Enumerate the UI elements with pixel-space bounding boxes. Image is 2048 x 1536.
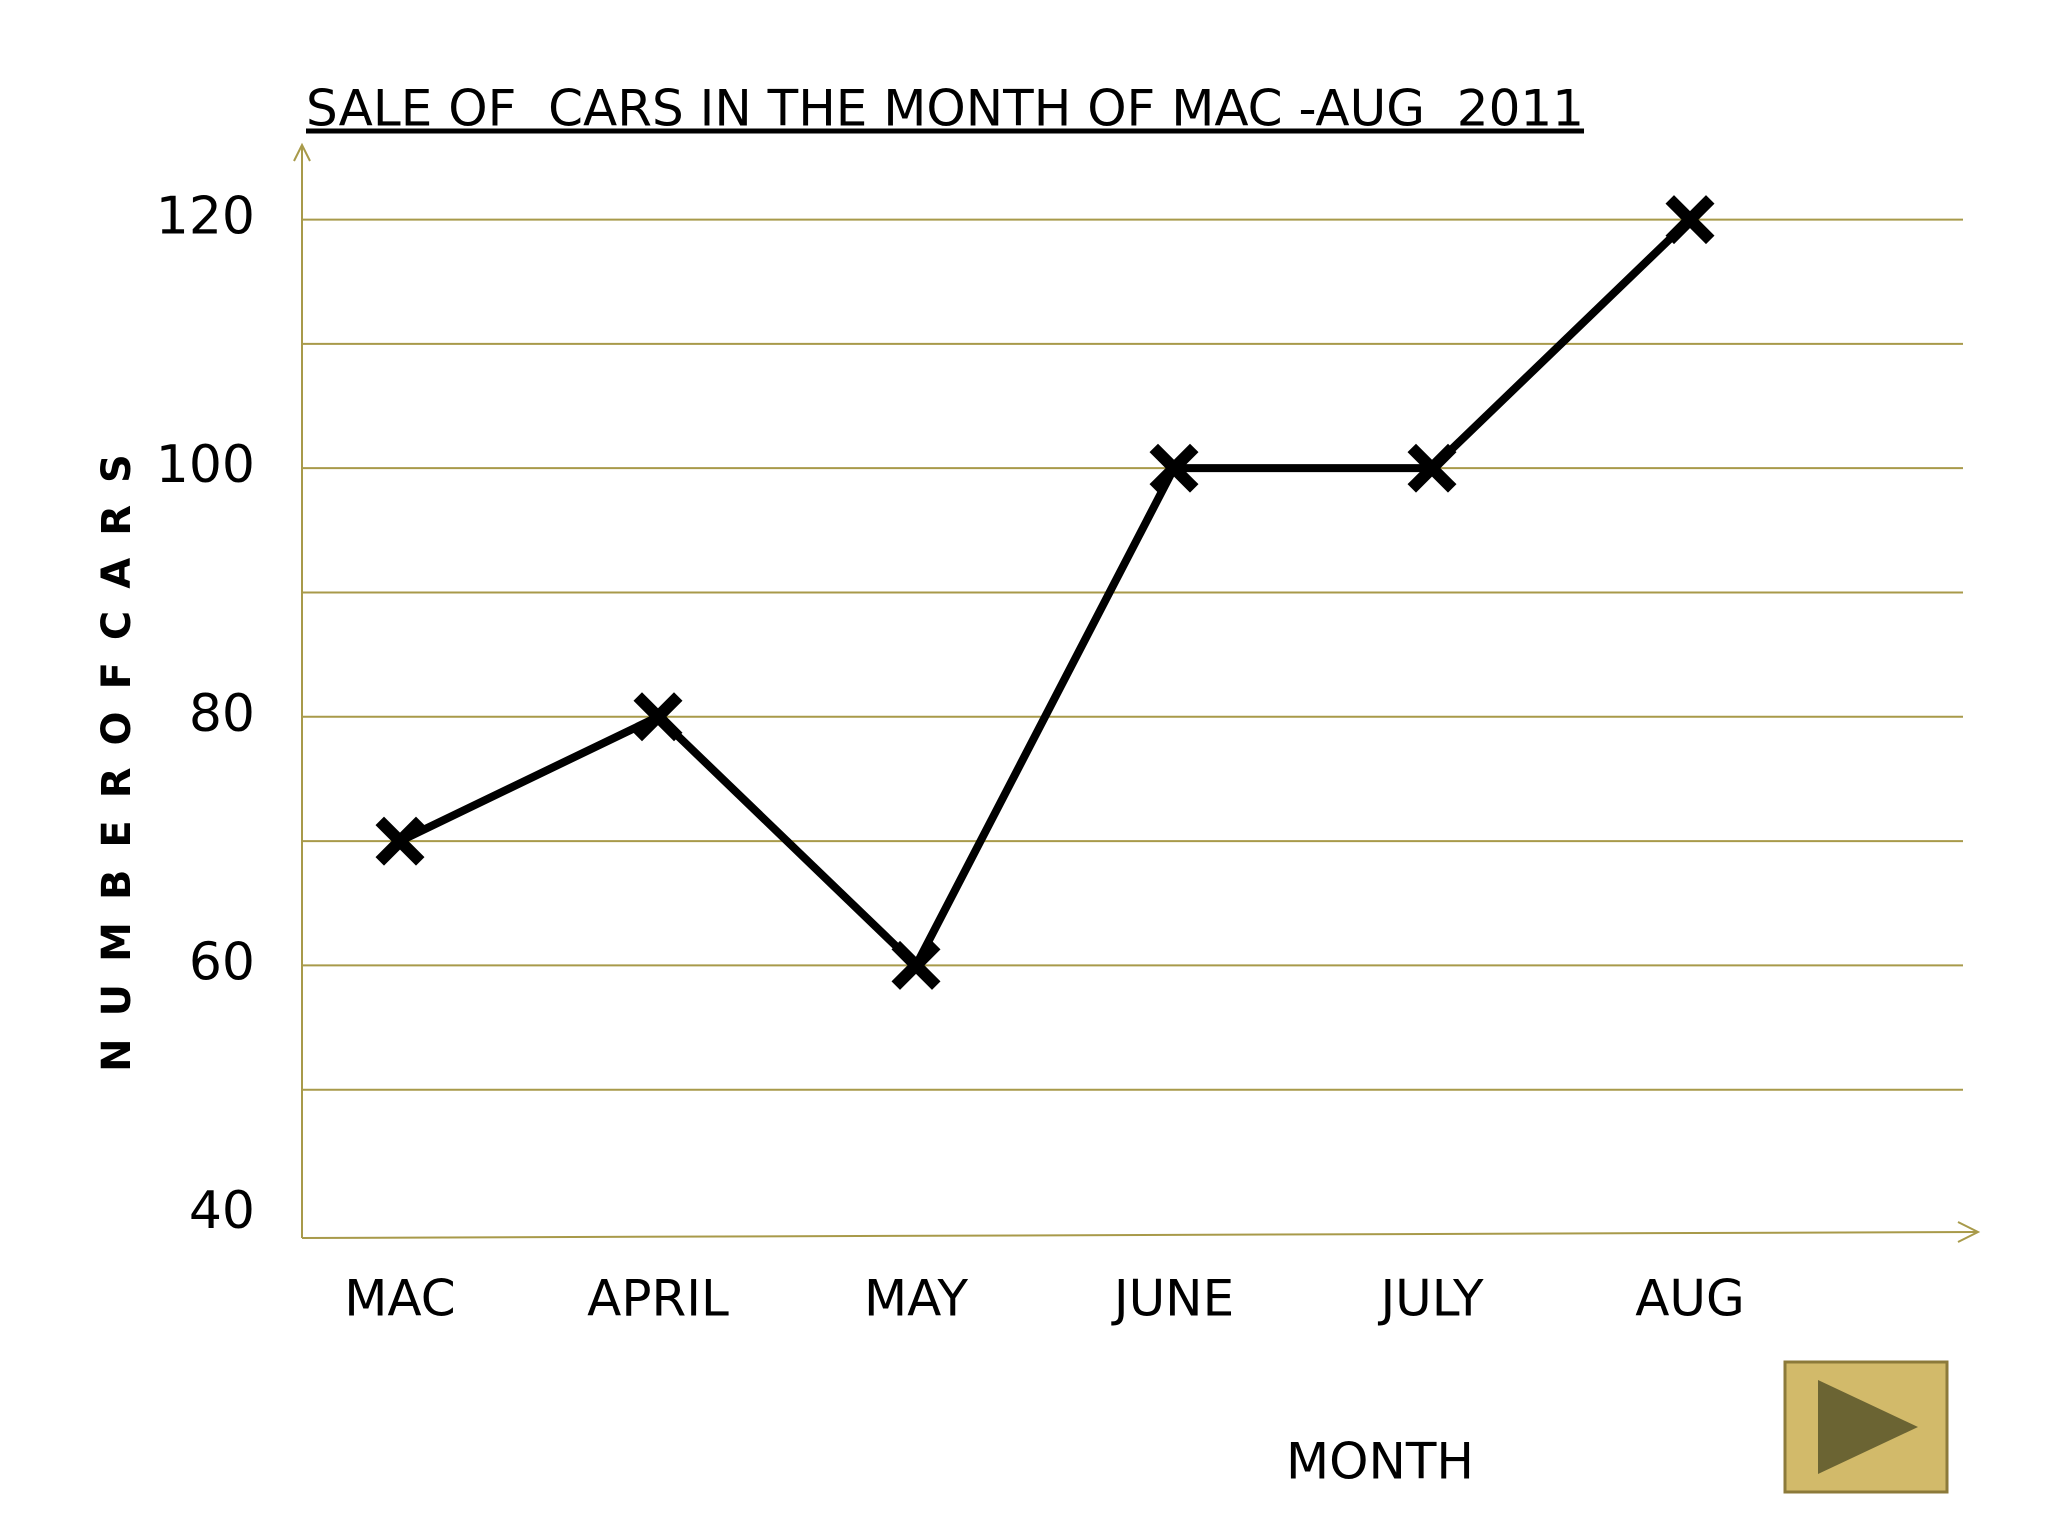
x-tick-label: MAY [864, 1270, 968, 1328]
x-tick-label: APRIL [587, 1270, 729, 1328]
x-axis-label: MONTH [1286, 1433, 1474, 1491]
y-tick-label: 100 [156, 435, 255, 495]
marker [633, 692, 683, 742]
x-tick-label: JULY [1377, 1270, 1484, 1328]
x-tick-label: JUNE [1111, 1270, 1234, 1328]
x-tick-label: AUG [1635, 1270, 1745, 1328]
y-axis-label: NUMBEROFCARS [94, 432, 140, 1072]
series-line [398, 216, 1693, 970]
x-axis-arrow [1957, 1221, 1981, 1243]
marker [1407, 443, 1457, 493]
marker [1665, 195, 1715, 245]
y-tick-label: 60 [189, 932, 255, 992]
next-button[interactable] [1783, 1360, 1949, 1494]
marker [375, 816, 425, 866]
x-tick-label: MAC [344, 1270, 455, 1328]
y-tick-label: 120 [156, 187, 255, 247]
y-tick-label: 80 [189, 684, 255, 744]
chart-title: SALE OF CARS IN THE MONTH OF MAC -AUG 20… [306, 80, 1584, 138]
marker [891, 940, 941, 990]
y-axis-arrow [293, 142, 311, 162]
x-axis [301, 1231, 1979, 1239]
play-icon[interactable] [1818, 1380, 1918, 1474]
marker [1149, 443, 1199, 493]
y-tick-label: 40 [189, 1181, 255, 1241]
